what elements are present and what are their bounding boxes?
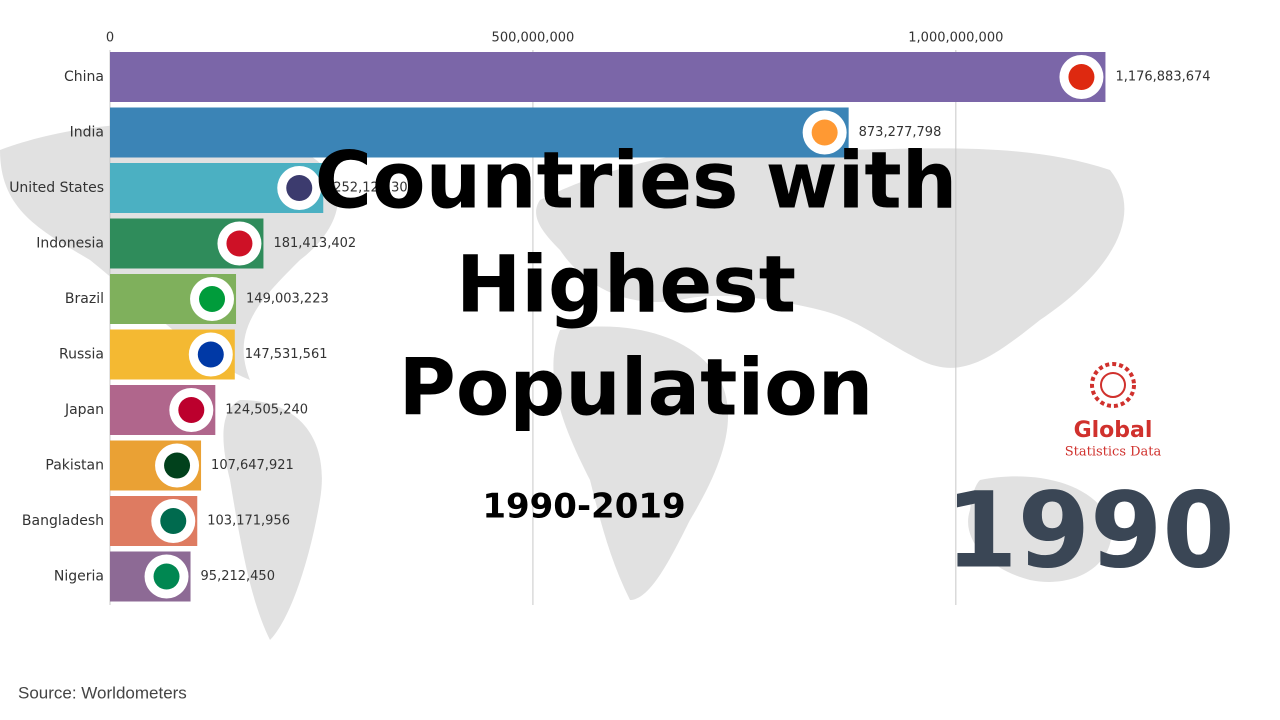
category-label: Brazil: [65, 291, 104, 307]
title-line: Highest: [456, 240, 796, 330]
value-label: 103,171,956: [207, 514, 290, 529]
plot: 0 500,000,000 1,000,000,000 China 1,176,883,…: [9, 31, 1211, 605]
logo-icon: [1090, 362, 1136, 408]
flag: [164, 452, 191, 479]
category-label: Pakistan: [45, 458, 104, 474]
category-label: Japan: [64, 402, 104, 418]
logo-icon: [1100, 372, 1126, 398]
category-label: Indonesia: [36, 236, 104, 252]
value-label: 252,120,309: [333, 181, 416, 196]
title-line: Population: [399, 343, 874, 433]
flag: [811, 119, 838, 146]
flag: [199, 286, 226, 312]
category-label: India: [70, 125, 104, 141]
value-label: 107,647,921: [211, 458, 294, 473]
value-label: 873,277,798: [859, 125, 942, 140]
flag: [226, 230, 253, 257]
bar: [110, 107, 849, 158]
logo-text: Statistics Data: [1065, 445, 1162, 460]
category-label: Bangladesh: [22, 513, 104, 529]
title-line: Countries with: [315, 136, 957, 226]
logo: Global Statistics Data: [1065, 362, 1162, 460]
value-label: 1,176,883,674: [1115, 70, 1210, 85]
year: 1990: [945, 469, 1234, 591]
flag: [178, 397, 205, 423]
flag: [1068, 64, 1095, 90]
bar: [110, 52, 1106, 102]
value-label: 149,003,223: [246, 292, 329, 307]
x-tick-label: 500,000,000: [492, 31, 575, 46]
value-label: 124,505,240: [225, 403, 308, 418]
subtitle: 1990-2019: [482, 487, 685, 527]
source: Source: Worldometers: [18, 683, 187, 702]
logo-text: Global: [1074, 418, 1153, 443]
value-label: 147,531,561: [245, 347, 328, 362]
flag: [286, 175, 313, 201]
x-tick-label: 0: [106, 31, 114, 46]
value-label: 95,212,450: [201, 569, 275, 584]
x-tick-label: 1,000,000,000: [908, 31, 1003, 46]
title: Countries with Highest Population 1990-2…: [315, 136, 957, 526]
flag: [153, 563, 180, 590]
category-label: United States: [9, 180, 104, 196]
category-label: Russia: [59, 347, 104, 363]
value-label: 181,413,402: [273, 236, 356, 251]
flag: [160, 508, 187, 534]
category-label: China: [64, 69, 104, 85]
category-label: Nigeria: [54, 569, 104, 585]
flag: [197, 341, 224, 368]
